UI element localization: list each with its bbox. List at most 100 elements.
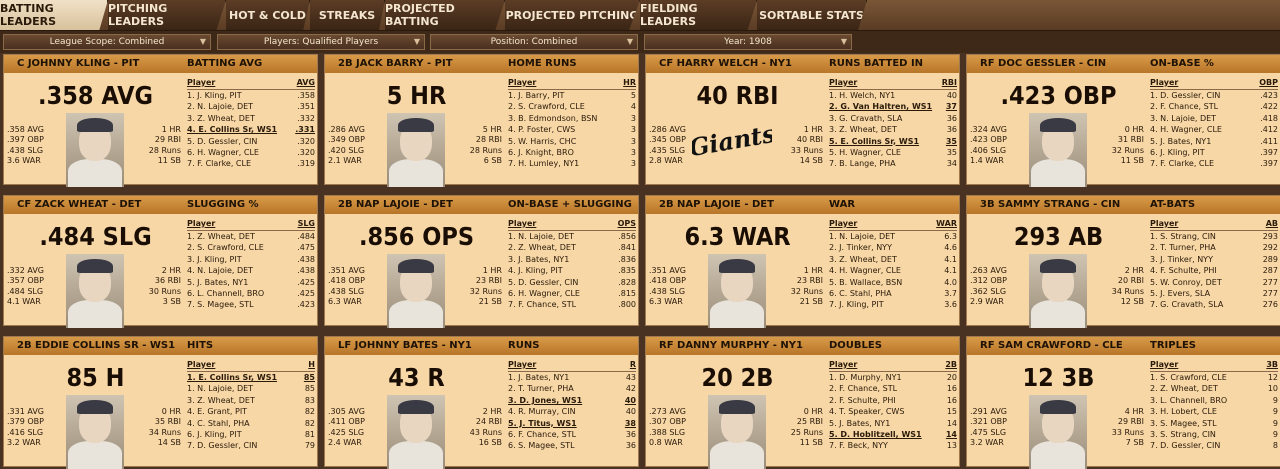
leaderboard-row[interactable]: 5. W. Harris, CHC 3 <box>508 136 636 147</box>
leaderboard-row[interactable]: 3. Z. Wheat, DET 36 <box>829 124 957 135</box>
leader-name[interactable]: 1. S. Strang, CIN <box>1150 232 1216 241</box>
leader-name[interactable]: 7. F. Beck, NYY <box>829 441 888 451</box>
leader-card[interactable]: 3B SAMMY STRANG - CIN AT-BATS 293 AB .263 A… <box>966 195 1280 328</box>
tab-projected-pitching[interactable]: PROJECTED PITCHING <box>505 0 640 30</box>
leaderboard-row[interactable]: 7. F. Beck, NYY 13 <box>829 440 957 451</box>
col-player-header[interactable]: Player <box>508 219 537 228</box>
leaderboard-row[interactable]: 7. J. Kling, PIT 3.6 <box>829 299 957 310</box>
leaderboard-row[interactable]: 1. H. Welch, NY1 40 <box>829 90 957 101</box>
leaderboard-row[interactable]: 5. E. Collins Sr, WS1 35 <box>829 136 957 147</box>
col-player-header[interactable]: Player <box>187 360 216 369</box>
player-photo[interactable] <box>708 254 766 328</box>
leader-card[interactable]: 2B EDDIE COLLINS SR - WS1 HITS 85 H .331 AV… <box>3 336 318 469</box>
leader-name[interactable]: 7. F. Clarke, CLE <box>1150 159 1215 169</box>
leaderboard-row[interactable]: 7. D. Gessler, CIN 8 <box>1150 440 1278 451</box>
leaderboard-row[interactable]: 2. F. Schulte, PHI 16 <box>829 395 957 406</box>
leader-name[interactable]: 4. E. Collins Sr, WS1 <box>187 125 278 135</box>
leaderboard-row[interactable]: 5. D. Gessler, CIN .320 <box>187 136 315 147</box>
leaderboard-row[interactable]: 3. G. Cravath, SLA 36 <box>829 113 957 124</box>
leaderboard-row[interactable]: 2. S. Crawford, CLE .475 <box>187 242 315 253</box>
player-photo[interactable] <box>708 395 766 469</box>
leaderboard-row[interactable]: 4. P. Foster, CWS 3 <box>508 124 636 135</box>
leaderboard-row[interactable]: 3. Z. Wheat, DET .332 <box>187 113 315 124</box>
leader-name[interactable]: 3. Z. Wheat, DET <box>829 254 897 264</box>
leader-card[interactable]: C JOHNNY KLING - PIT BATTING AVG .358 AVG.… <box>3 54 318 187</box>
tab-projected-batting[interactable]: PROJECTED BATTING <box>385 0 505 30</box>
leader-name[interactable]: 1. J. Bates, NY1 <box>508 373 570 382</box>
col-player-header[interactable]: Player <box>508 78 537 87</box>
leader-name[interactable]: 2. N. Lajoie, DET <box>187 102 254 112</box>
player-title-link[interactable]: 2B EDDIE COLLINS SR - WS1 <box>17 340 176 351</box>
leaderboard-row[interactable]: 7. F. Clarke, CLE .397 <box>1150 158 1278 169</box>
leaderboard-row[interactable]: 4. T. Speaker, CWS 15 <box>829 406 957 417</box>
leader-name[interactable]: 3. Z. Wheat, DET <box>187 395 255 405</box>
leader-name[interactable]: 3. G. Cravath, SLA <box>829 113 903 123</box>
leader-card[interactable]: CF ZACK WHEAT - DET SLUGGING % .484 SLG .33… <box>3 195 318 328</box>
leader-name[interactable]: 5. W. Harris, CHC <box>508 136 577 146</box>
leaderboard-row[interactable]: 2. Z. Wheat, DET .841 <box>508 242 636 253</box>
leader-name[interactable]: 7. J. Kling, PIT <box>829 300 884 310</box>
leaderboard-row[interactable]: 6. J. Kling, PIT 81 <box>187 429 315 440</box>
leader-name[interactable]: 3. S. Strang, CIN <box>1150 429 1216 439</box>
player-title-link[interactable]: RF DANNY MURPHY - NY1 <box>659 340 803 351</box>
leaderboard-row[interactable]: 6. J. Kling, PIT .397 <box>1150 147 1278 158</box>
leader-name[interactable]: 1. D. Murphy, NY1 <box>829 373 902 382</box>
leader-name[interactable]: 3. S. Magee, STL <box>1150 418 1217 428</box>
leader-card[interactable]: 2B JACK BARRY - PIT HOME RUNS 5 HR .286 AVG… <box>324 54 639 187</box>
leaderboard-row[interactable]: 3. S. Magee, STL 9 <box>1150 418 1278 429</box>
leader-name[interactable]: 5. J. Titus, WS1 <box>508 418 577 428</box>
col-stat-header[interactable]: HR <box>623 78 636 87</box>
leaderboard-row[interactable]: 2. N. Lajoie, DET .351 <box>187 101 315 112</box>
player-photo[interactable] <box>387 395 445 469</box>
player-photo[interactable] <box>387 113 445 187</box>
leader-name[interactable]: 7. B. Lange, PHA <box>829 159 896 169</box>
tab-fielding-leaders[interactable]: FIELDING LEADERS <box>640 0 757 30</box>
leader-name[interactable]: 7. F. Chance, STL <box>508 300 577 310</box>
player-title-link[interactable]: C JOHNNY KLING - PIT <box>17 58 140 69</box>
leaderboard-row[interactable]: 3. J. Kling, PIT .438 <box>187 254 315 265</box>
leader-name[interactable]: 4. P. Foster, CWS <box>508 125 576 135</box>
leaderboard-row[interactable]: 3. N. Lajoie, DET .418 <box>1150 113 1278 124</box>
leader-name[interactable]: 6. J. Kling, PIT <box>187 429 242 439</box>
leader-name[interactable]: 6. J. Kling, PIT <box>1150 147 1205 157</box>
leaderboard-row[interactable]: 6. S. Magee, STL 36 <box>508 440 636 451</box>
leader-name[interactable]: 4. J. Kling, PIT <box>508 266 563 276</box>
leader-name[interactable]: 6. F. Chance, STL <box>508 429 577 439</box>
leader-card[interactable]: LF JOHNNY BATES - NY1 RUNS 43 R .305 AVG .41… <box>324 336 639 469</box>
leader-name[interactable]: 5. B. Wallace, BSN <box>829 277 903 287</box>
leaderboard-row[interactable]: 1. S. Crawford, CLE 12 <box>1150 372 1278 383</box>
leader-name[interactable]: 2. S. Crawford, CLE <box>508 102 585 112</box>
leader-name[interactable]: 4. C. Stahl, PHA <box>187 418 250 428</box>
leaderboard-row[interactable]: 5. H. Wagner, CLE 35 <box>829 147 957 158</box>
leader-name[interactable]: 5. D. Gessler, CIN <box>508 277 579 287</box>
leaderboard-row[interactable]: 1. J. Kling, PIT .358 <box>187 90 315 101</box>
leaderboard-row[interactable]: 2. Z. Wheat, DET 10 <box>1150 383 1278 394</box>
leader-name[interactable]: 1. N. Lajoie, DET <box>829 232 896 241</box>
col-stat-header[interactable]: 3B <box>1266 360 1278 369</box>
leader-name[interactable]: 7. F. Clarke, CLE <box>187 159 252 169</box>
tab-sortable-stats[interactable]: SORTABLE STATS <box>757 0 867 30</box>
player-title-link[interactable]: RF SAM CRAWFORD - CLE <box>980 340 1123 351</box>
player-title-link[interactable]: CF ZACK WHEAT - DET <box>17 199 142 210</box>
col-stat-header[interactable]: SLG <box>297 219 315 228</box>
leaderboard-row[interactable]: 5. D. Hoblitzell, WS1 14 <box>829 429 957 440</box>
leaderboard-row[interactable]: 4. R. Murray, CIN 40 <box>508 406 636 417</box>
leaderboard-row[interactable]: 1. E. Collins Sr, WS1 85 <box>187 372 315 383</box>
leaderboard-row[interactable]: 3. B. Edmondson, BSN 3 <box>508 113 636 124</box>
position-dropdown[interactable]: Position: Combined ▼ <box>430 34 638 50</box>
leader-name[interactable]: 7. H. Lumley, NY1 <box>508 159 580 169</box>
leaderboard-row[interactable]: 7. D. Gessler, CIN 79 <box>187 440 315 451</box>
tab-batting-leaders[interactable]: BATTING LEADERS <box>0 0 108 30</box>
leader-card[interactable]: RF SAM CRAWFORD - CLE TRIPLES 12 3B .291 AV… <box>966 336 1280 469</box>
leader-name[interactable]: 1. J. Kling, PIT <box>187 91 242 100</box>
leaderboard-row[interactable]: 1. Z. Wheat, DET .484 <box>187 231 315 242</box>
leaderboard-row[interactable]: 4. F. Schulte, PHI 287 <box>1150 265 1278 276</box>
leader-name[interactable]: 2. Z. Wheat, DET <box>1150 384 1218 394</box>
leader-name[interactable]: 1. Z. Wheat, DET <box>187 232 255 241</box>
leader-name[interactable]: 5. W. Conroy, DET <box>1150 277 1222 287</box>
leader-name[interactable]: 2. G. Van Haltren, WS1 <box>829 102 933 112</box>
leaderboard-row[interactable]: 6. L. Channell, BRO .425 <box>187 288 315 299</box>
leader-name[interactable]: 2. T. Turner, PHA <box>508 384 574 394</box>
leader-name[interactable]: 1. H. Welch, NY1 <box>829 91 896 100</box>
leaderboard-row[interactable]: 7. S. Magee, STL .423 <box>187 299 315 310</box>
